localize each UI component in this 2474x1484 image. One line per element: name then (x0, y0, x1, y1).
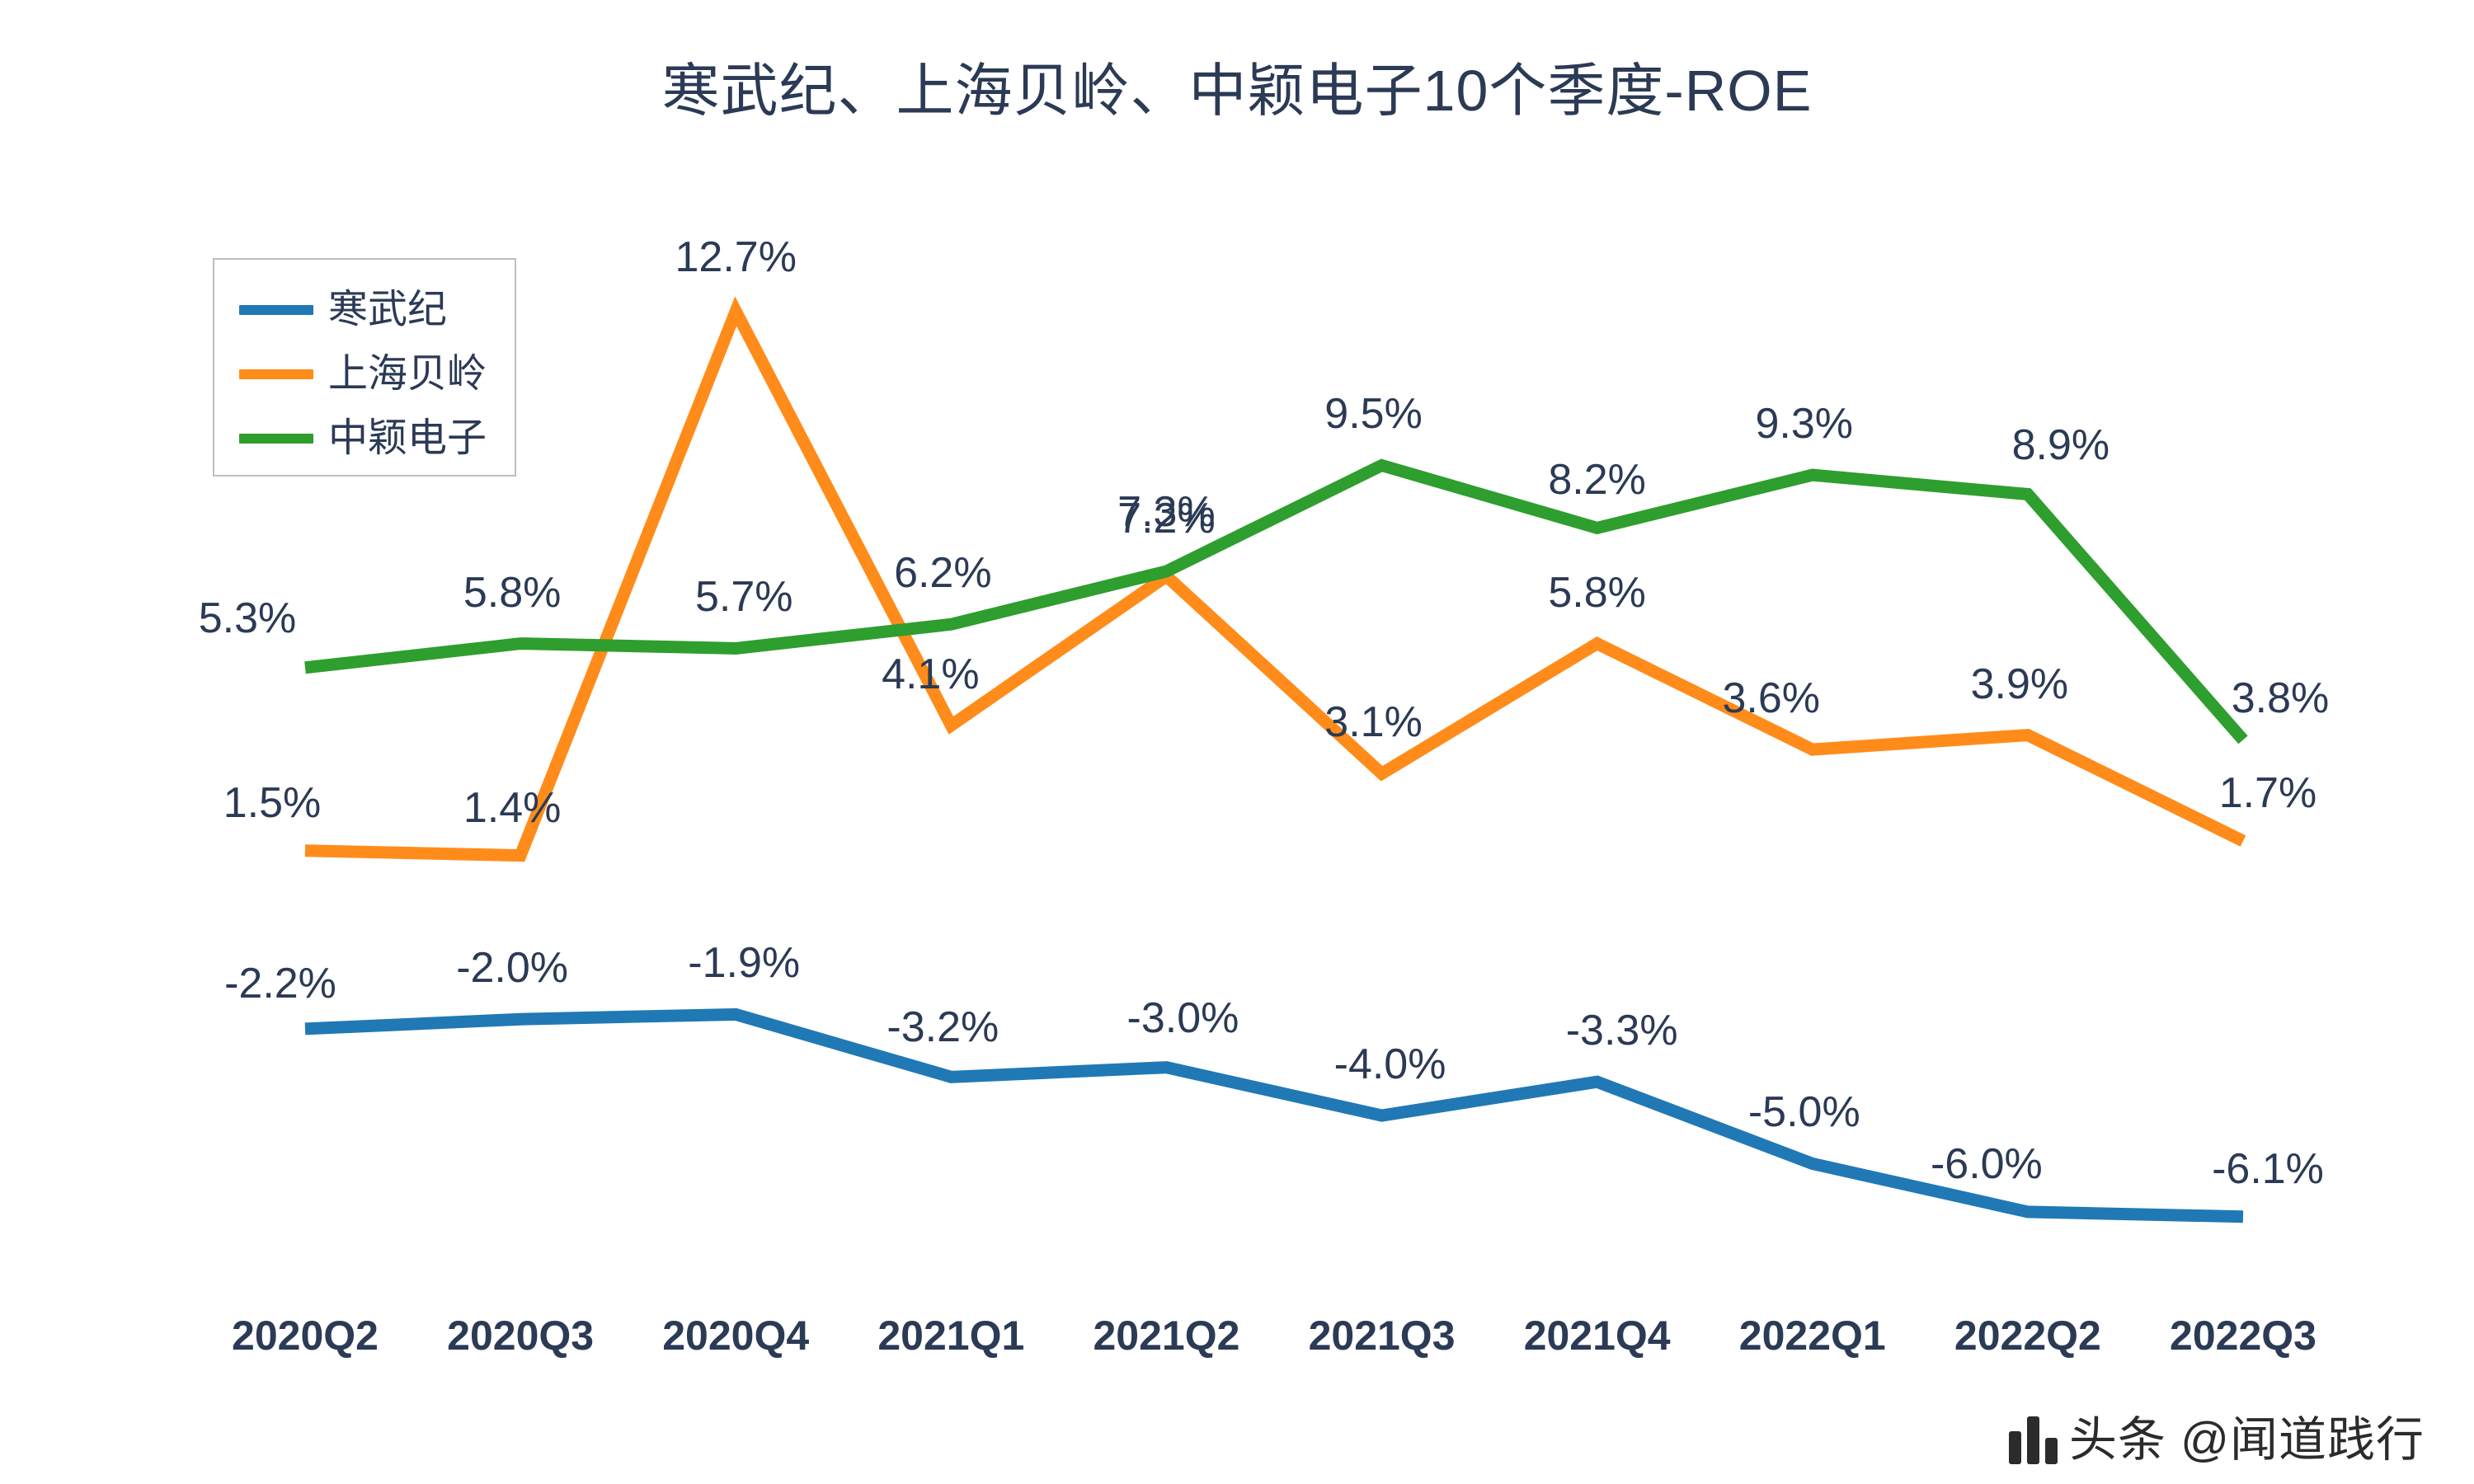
toutiao-logo-icon (2009, 1416, 2058, 1464)
data-label: -2.0% (456, 944, 569, 993)
x-axis-tick-label: 2020Q2 (232, 1313, 379, 1359)
x-axis-tick-label: 2020Q3 (447, 1313, 595, 1359)
data-label: 1.5% (223, 778, 322, 827)
watermark: 头条 @闻道践行 (2009, 1416, 2425, 1464)
data-label: -3.2% (887, 1003, 999, 1052)
data-label: 1.4% (463, 783, 562, 832)
data-label: -3.3% (1565, 1007, 1678, 1055)
data-label: 5.3% (198, 594, 297, 642)
series-line-0 (304, 1007, 2244, 1223)
x-axis-tick-label: 2021Q2 (1093, 1313, 1240, 1359)
x-axis: 2020Q2 2020Q3 2020Q4 2021Q1 2021Q2 2021Q3 2021… (0, 1315, 2474, 1373)
data-label: -3.0% (1126, 993, 1239, 1042)
x-axis-tick-label: 2021Q1 (877, 1313, 1025, 1359)
legend-color-swatch-blue (239, 305, 313, 315)
legend-item-shanghaibeiling[interactable]: 上海贝岭 (214, 342, 515, 406)
chart-title: 寒武纪、上海贝岭、中颖电子10个季度-ROE (661, 59, 1813, 123)
x-axis-tick-label: 2022Q2 (1954, 1313, 2101, 1359)
x-axis-tick-label: 2021Q3 (1308, 1313, 1456, 1359)
legend-item-zhongyingdianzi[interactable]: 中颖电子 (214, 406, 515, 471)
data-label: 3.6% (1722, 674, 1821, 723)
x-axis-tick-label: 2020Q4 (662, 1313, 810, 1359)
data-label: -2.2% (224, 959, 336, 1007)
data-label: -6.1% (2212, 1144, 2324, 1193)
legend-color-swatch-orange (239, 369, 313, 379)
legend-label-hanwuji: 寒武纪 (328, 288, 448, 331)
legend-color-swatch-green (239, 434, 313, 444)
x-axis-tick-label: 2021Q4 (1523, 1313, 1671, 1359)
data-label: 9.5% (1324, 390, 1423, 439)
legend-item-hanwuji[interactable]: 寒武纪 (214, 278, 515, 342)
data-label: -1.9% (688, 939, 801, 988)
data-label: -5.0% (1747, 1088, 1860, 1137)
legend-label-zhongyingdianzi: 中颖电子 (328, 416, 487, 460)
data-label: 12.7% (675, 232, 797, 281)
series-line-1 (304, 296, 2246, 862)
data-label: 5.8% (463, 568, 562, 617)
series-line-2 (304, 458, 2248, 744)
x-axis-tick-label: 2022Q3 (2170, 1313, 2316, 1359)
data-label: 3.9% (1970, 660, 2069, 708)
data-label: 7.3% (1117, 487, 1216, 536)
data-label: 8.2% (1548, 456, 1646, 505)
data-label: -4.0% (1333, 1040, 1446, 1089)
data-label: 5.8% (1548, 568, 1646, 617)
data-label: 8.9% (2011, 420, 2110, 469)
x-axis-tick-label: 2022Q1 (1738, 1313, 1886, 1359)
data-label: 4.1% (882, 650, 980, 698)
data-label: 9.3% (1755, 400, 1854, 448)
data-label: 5.7% (694, 573, 793, 622)
chart-legend: 寒武纪 上海贝岭 中颖电子 (213, 258, 516, 477)
watermark-text: 头条 @闻道践行 (2069, 1413, 2425, 1467)
data-label: -6.0% (1930, 1139, 2043, 1188)
legend-label-shanghaibeiling: 上海贝岭 (328, 352, 487, 396)
data-label: 3.8% (2231, 674, 2330, 723)
data-label: 6.2% (894, 549, 992, 598)
data-label: 3.1% (1324, 698, 1423, 747)
data-label: 7.2% (1117, 494, 1216, 542)
data-label: 1.7% (2218, 769, 2317, 818)
